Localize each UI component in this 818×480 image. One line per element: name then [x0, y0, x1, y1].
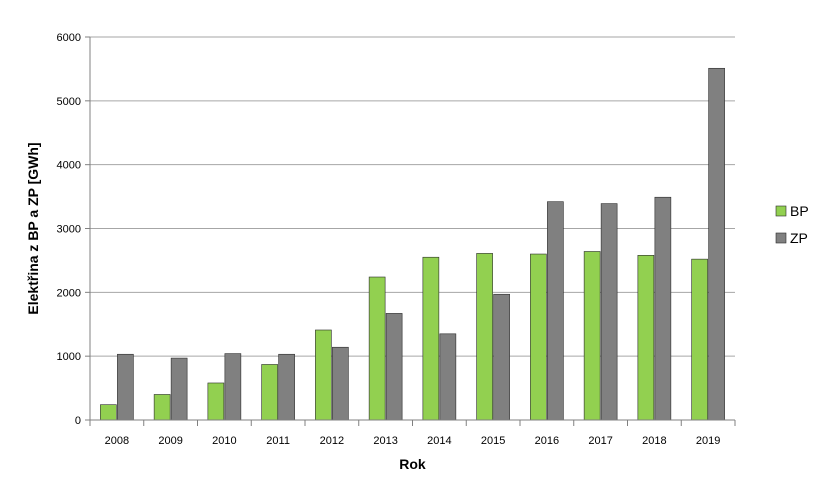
- bar-bp-2013: [368, 276, 386, 421]
- bar-bp-2010: [207, 382, 225, 421]
- legend-swatch-bp: [775, 205, 787, 217]
- bar-zp-2009: [170, 357, 188, 421]
- bar-bp-2017: [583, 251, 601, 421]
- bar-zp-2017: [600, 203, 618, 421]
- bar-zp-2016: [547, 201, 564, 421]
- y-tick-labels: 0 1000 2000 3000 4000 5000 6000: [57, 32, 81, 427]
- bar-bp-2008: [100, 404, 117, 421]
- bar-bp-2019: [691, 258, 708, 421]
- x-tick-label: 2014: [427, 435, 451, 447]
- x-tick-label: 2012: [320, 435, 344, 447]
- bar-zp-2015: [493, 293, 510, 421]
- x-tick-label: 2013: [373, 435, 397, 447]
- x-tick-label: 2009: [158, 435, 182, 447]
- bar-zp-2011: [278, 353, 295, 421]
- axes: [85, 36, 736, 426]
- x-tick-label: 2015: [481, 435, 505, 447]
- bar-bp-2016: [530, 253, 547, 421]
- bar-bp-2012: [315, 329, 332, 421]
- bar-zp-2012: [332, 346, 349, 421]
- bar-zp-2014: [439, 333, 457, 421]
- x-tick-label: 2018: [642, 435, 666, 447]
- y-tick-label: 3000: [57, 224, 81, 236]
- bar-zp-2018: [654, 196, 672, 421]
- x-tick-labels: 2008 2009 2010 2011 2012 2013 2014 2015 2016 2017…: [105, 435, 721, 447]
- x-tick-label: 2011: [266, 435, 290, 447]
- x-tick-label: 2019: [696, 435, 720, 447]
- y-tick-label: 1000: [57, 351, 81, 363]
- gridlines: [90, 36, 735, 357]
- bar-bp-2011: [261, 364, 278, 421]
- x-tick-label: 2008: [105, 435, 129, 447]
- bar-bp-2009: [153, 394, 171, 421]
- x-tick-label: 2010: [212, 435, 236, 447]
- x-tick-label: 2017: [588, 435, 612, 447]
- legend-label-bp: BP: [790, 203, 809, 219]
- legend-label-zp: ZP: [790, 230, 808, 246]
- y-tick-label: 4000: [57, 160, 81, 172]
- bars: [100, 67, 725, 421]
- bar-zp-2008: [117, 353, 134, 421]
- bar-bp-2014: [422, 256, 440, 421]
- legend: BP ZP: [775, 203, 809, 246]
- y-tick-label: 5000: [57, 96, 81, 108]
- bar-zp-2010: [224, 353, 242, 421]
- x-tick-label: 2016: [535, 435, 559, 447]
- x-axis-title: Rok: [399, 456, 426, 472]
- y-tick-label: 0: [75, 415, 81, 427]
- legend-swatch-zp: [775, 232, 787, 244]
- y-axis-title: Elektřina z BP a ZP [GWh]: [25, 142, 41, 314]
- y-tick-label: 6000: [57, 32, 81, 44]
- bar-bp-2015: [476, 253, 493, 421]
- bar-zp-2013: [385, 313, 403, 421]
- bar-bp-2018: [637, 255, 655, 421]
- bar-zp-2019: [708, 67, 725, 421]
- y-tick-label: 2000: [57, 287, 81, 299]
